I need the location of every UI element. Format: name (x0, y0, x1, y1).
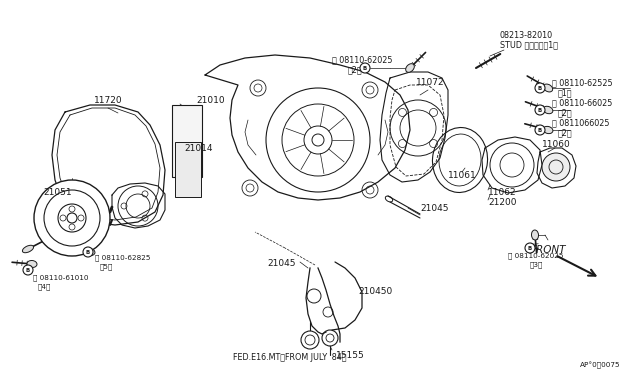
Text: （2）: （2） (558, 109, 573, 118)
Circle shape (535, 83, 545, 93)
Circle shape (535, 125, 545, 135)
Text: （3）: （3） (529, 262, 543, 268)
Text: （1）: （1） (558, 89, 573, 97)
Text: FED.E16.MT（FROM JULY '84）: FED.E16.MT（FROM JULY '84） (233, 353, 347, 362)
Text: 11072: 11072 (416, 77, 444, 87)
Ellipse shape (22, 245, 33, 253)
Bar (175, 142, 201, 197)
Circle shape (535, 105, 545, 115)
Text: B: B (538, 108, 542, 112)
Text: B: B (538, 86, 542, 90)
Ellipse shape (531, 230, 538, 240)
Text: B: B (26, 267, 30, 273)
Circle shape (23, 265, 33, 275)
Text: 21045: 21045 (268, 260, 296, 269)
Ellipse shape (85, 248, 95, 256)
Circle shape (83, 247, 93, 257)
Ellipse shape (543, 126, 553, 134)
Text: Ⓑ 08110-62025: Ⓑ 08110-62025 (332, 55, 392, 64)
Circle shape (301, 331, 319, 349)
Text: AP°0）0075: AP°0）0075 (580, 361, 620, 369)
Bar (172, 105, 202, 177)
Text: （2）: （2） (558, 128, 573, 138)
Text: B: B (86, 250, 90, 254)
Ellipse shape (27, 260, 37, 267)
Text: B: B (528, 246, 532, 250)
Text: Ⓑ 08110-66025: Ⓑ 08110-66025 (552, 99, 612, 108)
Circle shape (34, 180, 110, 256)
Text: Ⓑ 08110-62825: Ⓑ 08110-62825 (95, 255, 150, 261)
Text: 11062: 11062 (488, 187, 516, 196)
Text: FRONT: FRONT (531, 245, 566, 255)
Text: （2）: （2） (348, 65, 363, 74)
Text: （4）: （4） (38, 284, 51, 290)
Text: 11720: 11720 (93, 96, 122, 105)
Circle shape (525, 243, 535, 253)
Text: Ⓑ 08110-62525: Ⓑ 08110-62525 (552, 78, 612, 87)
Text: 21014: 21014 (184, 144, 212, 153)
Text: STUD スタッド（1）: STUD スタッド（1） (500, 41, 558, 49)
Text: Ⓑ 08110-61010: Ⓑ 08110-61010 (33, 275, 88, 281)
Text: 21200: 21200 (488, 198, 516, 206)
Text: Ⓑ 0811066025: Ⓑ 0811066025 (552, 119, 609, 128)
Circle shape (360, 63, 370, 73)
Text: （5）: （5） (100, 264, 113, 270)
Text: 15155: 15155 (336, 350, 365, 359)
Text: 210450: 210450 (358, 288, 392, 296)
Ellipse shape (543, 84, 553, 92)
Ellipse shape (543, 106, 553, 114)
Circle shape (542, 153, 570, 181)
Text: B: B (363, 65, 367, 71)
Text: Ⓑ 08110-62025: Ⓑ 08110-62025 (508, 253, 564, 259)
Text: 11061: 11061 (447, 170, 476, 180)
Text: 21051: 21051 (44, 187, 72, 196)
Text: 08213-82010: 08213-82010 (500, 31, 553, 39)
Text: B: B (538, 128, 542, 132)
Ellipse shape (406, 64, 414, 72)
Text: 21010: 21010 (196, 96, 225, 105)
Text: 11060: 11060 (541, 140, 570, 148)
Text: 21045: 21045 (420, 203, 449, 212)
